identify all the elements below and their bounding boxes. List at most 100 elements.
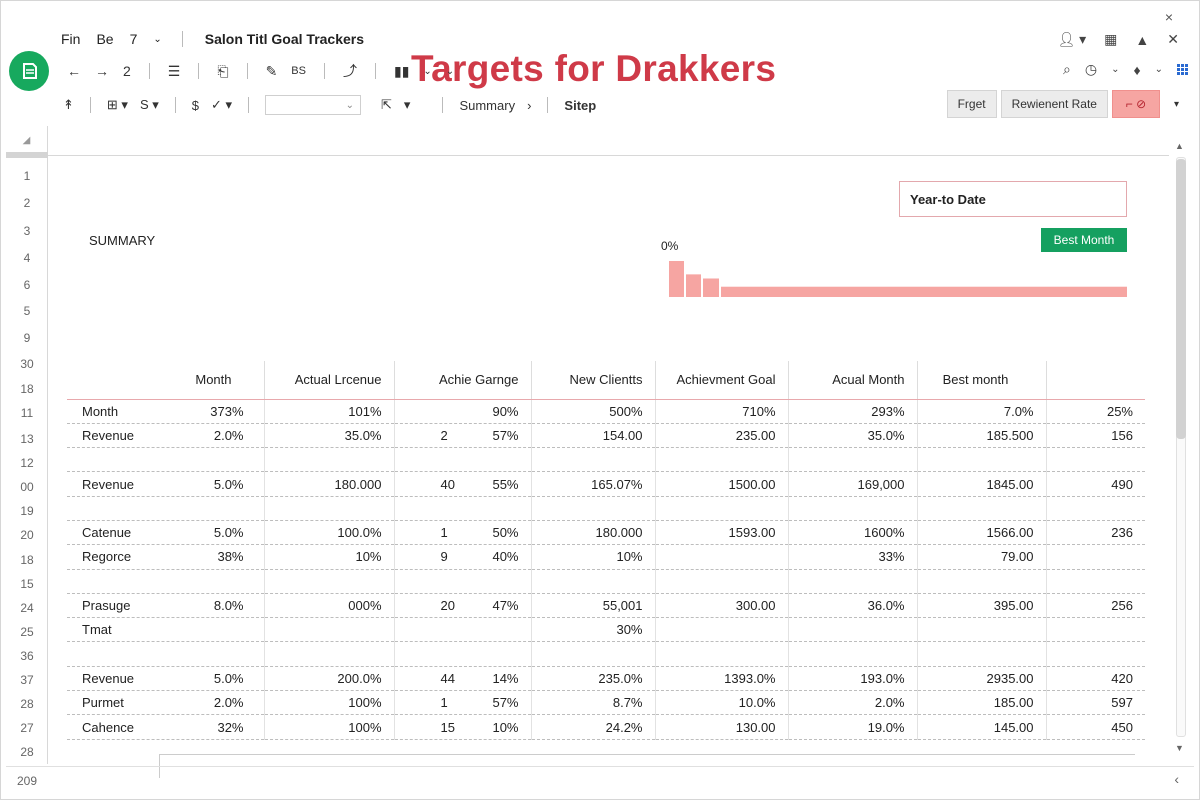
table-cell[interactable]: 200.0% xyxy=(263,666,394,692)
table-cell[interactable] xyxy=(1045,641,1145,667)
check-dropdown-icon[interactable]: ✓ ▾ xyxy=(210,97,233,112)
table-cell[interactable]: 10% xyxy=(530,544,655,570)
undo-icon[interactable]: ← xyxy=(67,63,81,79)
calendar-icon[interactable]: ▦ xyxy=(1104,31,1118,47)
table-cell-group[interactable] xyxy=(393,447,531,473)
breadcrumb-summary[interactable]: Summary xyxy=(459,97,516,113)
table-cell[interactable]: 1393.0% xyxy=(654,666,788,692)
table-cell[interactable]: 1 xyxy=(440,525,448,541)
table-cell[interactable]: 420 xyxy=(1045,666,1145,692)
table-cell-group[interactable]: 1 50% xyxy=(393,520,531,546)
table-cell-group[interactable]: 2 57% xyxy=(393,423,531,449)
row-label[interactable]: Purmet xyxy=(82,695,124,711)
table-cell[interactable] xyxy=(787,496,917,521)
column-header[interactable] xyxy=(1045,361,1145,400)
year-to-date-field[interactable]: Year-to Date xyxy=(899,181,1127,217)
table-cell[interactable] xyxy=(654,544,788,570)
table-cell[interactable] xyxy=(263,569,394,594)
pen-icon[interactable]: ✎ xyxy=(265,62,278,79)
table-cell[interactable]: 33% xyxy=(787,544,917,570)
table-cell[interactable]: 450 xyxy=(1045,714,1145,740)
document-title[interactable]: Salon Titl Goal Trackers xyxy=(204,31,365,47)
row-label[interactable]: Month xyxy=(82,403,119,419)
table-cell[interactable] xyxy=(916,447,1046,473)
row-number[interactable]: 30 xyxy=(20,357,34,371)
row-number[interactable]: 4 xyxy=(23,251,31,265)
table-cell[interactable]: 55% xyxy=(492,476,519,492)
menu-item-edit[interactable]: Be xyxy=(96,31,114,47)
user-icon[interactable]: 👤︎ ▾ xyxy=(1057,31,1087,47)
table-cell-group[interactable] xyxy=(393,569,531,594)
table-cell[interactable]: 1845.00 xyxy=(916,471,1046,497)
table-cell[interactable]: 32% xyxy=(217,719,244,735)
vertical-scrollbar[interactable]: ▲ ▼ xyxy=(1175,141,1187,761)
table-cell-group[interactable]: Regorce 38% xyxy=(67,544,264,570)
row-label[interactable]: Cahence xyxy=(82,719,135,735)
table-cell[interactable]: 10% xyxy=(263,544,394,570)
column-header[interactable]: Achievment Goal xyxy=(654,361,788,400)
table-cell-group[interactable]: Prasuge 8.0% xyxy=(67,593,264,619)
row-number[interactable]: 5 xyxy=(23,304,31,318)
row-number[interactable]: 36 xyxy=(20,649,34,663)
table-cell[interactable]: 597 xyxy=(1045,690,1145,716)
table-cell-group[interactable]: Tmat xyxy=(67,617,264,643)
table-cell[interactable]: 44 xyxy=(440,670,455,686)
table-cell[interactable]: 15 xyxy=(440,719,455,735)
table-cell[interactable]: 193.0% xyxy=(787,666,917,692)
table-cell-group[interactable] xyxy=(67,641,264,667)
table-cell-group[interactable]: 90% xyxy=(393,399,531,424)
column-header[interactable]: Month xyxy=(67,361,264,400)
scroll-down-icon[interactable]: ▼ xyxy=(1175,743,1184,753)
table-cell[interactable]: 395.00 xyxy=(916,593,1046,619)
column-header[interactable]: Actual Lrcenue xyxy=(263,361,394,400)
row-number[interactable]: 1 xyxy=(23,169,31,183)
table-cell-group[interactable]: Cahence 32% xyxy=(67,714,264,740)
table-cell[interactable]: 5.0% xyxy=(213,670,244,686)
paint-format-icon[interactable]: ⎗ xyxy=(217,62,229,79)
search-icon[interactable]: ⌕ xyxy=(1063,61,1071,77)
table-cell[interactable]: 300.00 xyxy=(654,593,788,619)
row-number[interactable]: 6 xyxy=(23,278,31,292)
table-cell[interactable]: 154.00 xyxy=(530,423,655,449)
table-cell[interactable]: 185.500 xyxy=(916,423,1046,449)
row-number[interactable]: 37 xyxy=(20,673,34,687)
table-cell[interactable]: 710% xyxy=(654,399,788,424)
row-number[interactable]: 00 xyxy=(20,480,34,494)
column-header[interactable]: New Clientts xyxy=(530,361,655,400)
redo-icon[interactable]: → xyxy=(95,63,109,79)
row-label[interactable]: Catenue xyxy=(82,525,132,541)
image-icon[interactable]: ▲ xyxy=(1135,31,1150,48)
table-cell[interactable]: 2.0% xyxy=(213,427,244,443)
table-cell[interactable]: 10% xyxy=(492,719,519,735)
column-header[interactable]: Achie Garnge xyxy=(393,361,531,400)
table-cell[interactable]: 101% xyxy=(263,399,394,424)
column-header[interactable]: Acual Month xyxy=(787,361,917,400)
table-cell[interactable] xyxy=(1045,447,1145,473)
row-label[interactable]: Prasuge xyxy=(82,598,131,614)
table-cell[interactable]: 9 xyxy=(440,549,448,565)
row-number[interactable]: 28 xyxy=(20,745,34,759)
table-cell[interactable]: 373% xyxy=(210,403,244,419)
table-cell[interactable]: 8.7% xyxy=(530,690,655,716)
table-cell[interactable]: 7.0% xyxy=(916,399,1046,424)
table-cell[interactable] xyxy=(1045,569,1145,594)
chevron-down-icon[interactable]: ▾ xyxy=(1173,98,1179,110)
table-cell[interactable]: 36.0% xyxy=(787,593,917,619)
table-cell[interactable] xyxy=(916,569,1046,594)
table-cell[interactable]: 19.0% xyxy=(787,714,917,740)
align-icon[interactable]: ↟ xyxy=(63,97,74,112)
cursor-icon[interactable]: ⇱ xyxy=(381,97,392,112)
row-number[interactable]: 3 xyxy=(23,224,31,238)
table-cell[interactable]: 35.0% xyxy=(263,423,394,449)
table-cell[interactable]: 293% xyxy=(787,399,917,424)
table-cell-group[interactable]: 15 10% xyxy=(393,714,531,740)
table-cell-group[interactable] xyxy=(67,496,264,521)
breadcrumb-current[interactable]: Sitep xyxy=(564,97,597,113)
table-cell[interactable]: 90% xyxy=(492,403,519,419)
font-size-button[interactable]: BS xyxy=(291,65,306,77)
table-cell[interactable]: 180.000 xyxy=(263,471,394,497)
table-cell-group[interactable]: 44 14% xyxy=(393,666,531,692)
table-cell-group[interactable]: Purmet 2.0% xyxy=(67,690,264,716)
table-cell[interactable] xyxy=(530,447,655,473)
table-cell[interactable] xyxy=(916,496,1046,521)
